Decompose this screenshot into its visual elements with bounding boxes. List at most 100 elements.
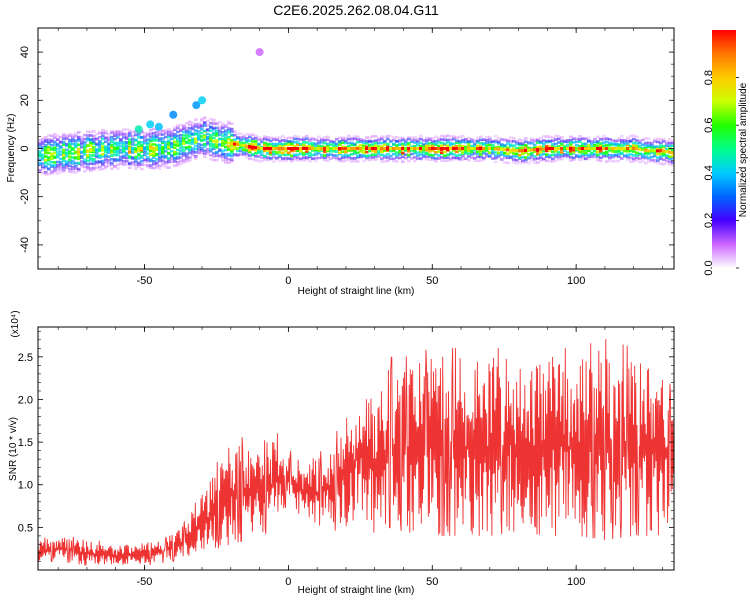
heat-cell (326, 135, 330, 139)
heat-cell (512, 144, 516, 148)
heat-cell (410, 152, 414, 156)
heat-cell (665, 156, 669, 160)
heat-cell (410, 136, 414, 140)
heat-cell (50, 170, 54, 174)
heat-cell (416, 151, 420, 154)
heat-cell (179, 133, 183, 137)
heat-cell (230, 127, 234, 131)
heat-cell (335, 154, 339, 157)
heat-cell (83, 141, 87, 144)
heat-cell (491, 152, 495, 155)
heat-cell (623, 139, 627, 142)
heat-cell (200, 125, 204, 128)
heat-cell (263, 149, 267, 153)
heat-cell (347, 141, 351, 145)
heat-cell (434, 159, 438, 163)
heat-cell (233, 130, 237, 134)
heat-cell (341, 154, 345, 158)
heat-cell (440, 141, 444, 145)
y-tick-label: 0 (19, 145, 31, 151)
heat-cell (209, 149, 213, 153)
heat-cell (107, 136, 111, 140)
heat-cell (617, 153, 621, 156)
heat-cell (296, 141, 300, 144)
heat-core-cell (152, 147, 156, 150)
heat-cell (212, 152, 216, 155)
heat-cell (644, 141, 648, 145)
heat-cell (200, 117, 204, 121)
heat-cell (413, 149, 417, 153)
heat-cell (269, 144, 273, 148)
heat-cell (281, 142, 285, 146)
heat-cell (95, 142, 99, 146)
heat-cell (200, 147, 204, 150)
heat-cell (173, 143, 177, 147)
heat-cell (572, 137, 576, 141)
heat-cell (443, 138, 447, 142)
heat-cell (452, 152, 456, 156)
heat-cell (158, 139, 162, 143)
heat-cell (224, 137, 228, 140)
heat-cell (461, 140, 465, 144)
heat-cell (452, 142, 456, 146)
heat-cell (584, 151, 588, 155)
heat-cell (116, 158, 120, 161)
heat-cell (425, 136, 429, 140)
heat-cell (671, 140, 674, 144)
heat-cell (386, 145, 390, 149)
heat-cell (341, 156, 345, 160)
heat-cell (170, 129, 174, 133)
heat-core-cell (263, 147, 267, 150)
heat-cell (92, 140, 96, 144)
heat-cell (587, 139, 591, 143)
heat-cell (209, 117, 213, 121)
heat-cell (395, 136, 399, 139)
heat-cell (539, 150, 543, 154)
heat-cell (512, 155, 516, 158)
heat-cell (104, 158, 108, 161)
heat-core-cell (371, 147, 375, 150)
heat-cell (350, 141, 354, 145)
heat-cell (401, 160, 405, 163)
heat-cell (296, 135, 300, 139)
heat-cell (539, 156, 543, 159)
heat-cell (77, 152, 81, 156)
heat-cell (146, 159, 150, 163)
heat-cell (341, 136, 345, 140)
heat-cell (449, 157, 453, 160)
heat-cell (491, 144, 495, 147)
heat-cell (563, 139, 567, 143)
heat-cell (425, 142, 429, 145)
heat-cell (584, 142, 588, 146)
heat-cell (455, 139, 459, 143)
heat-cell (584, 145, 588, 149)
colorbar-label: Normalized spectral amplitude (738, 82, 749, 217)
heat-cell (152, 127, 156, 131)
heat-cell (131, 149, 135, 152)
heat-cell (632, 144, 636, 147)
heat-cell (479, 138, 483, 142)
heat-cell (635, 139, 639, 142)
heat-cell (671, 154, 674, 158)
heat-core-cell (668, 150, 672, 154)
heat-cell (149, 153, 153, 156)
heat-cell (500, 138, 504, 141)
heat-cell (92, 168, 96, 172)
heat-cell (230, 149, 234, 153)
heat-core-cell (620, 147, 624, 150)
heat-cell (350, 157, 354, 160)
heat-cell (494, 139, 498, 142)
heat-cell (314, 150, 318, 153)
heat-cell (617, 139, 621, 142)
heat-cell (380, 157, 384, 160)
heat-cell (137, 152, 141, 156)
heat-cell (536, 141, 540, 144)
heat-cell (482, 149, 486, 153)
heat-cell (506, 161, 510, 165)
heat-cell (662, 144, 666, 148)
heat-cell (161, 133, 165, 136)
heat-core-cell (161, 146, 165, 150)
heat-cell (194, 140, 198, 144)
heat-cell (107, 146, 111, 149)
heat-cell (332, 140, 336, 144)
